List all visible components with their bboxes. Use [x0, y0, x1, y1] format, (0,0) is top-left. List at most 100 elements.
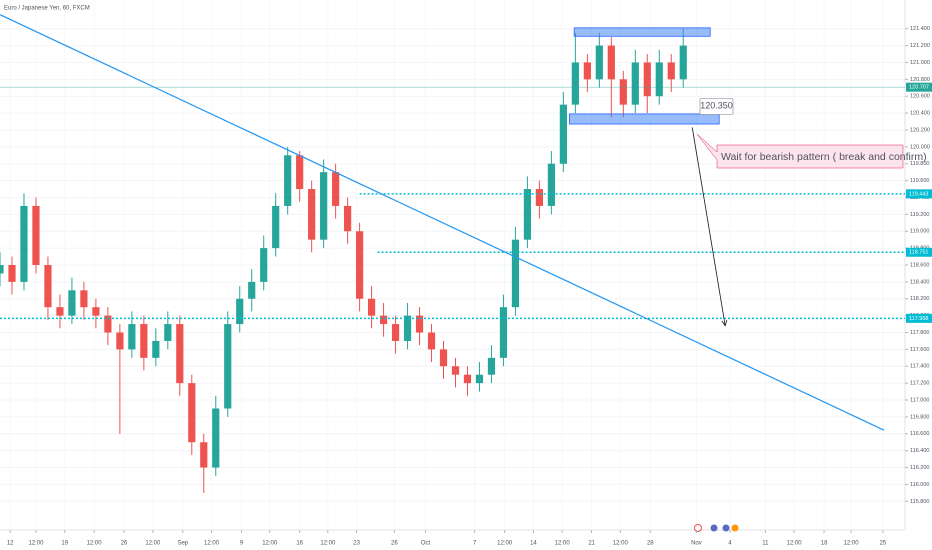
- candle-body: [523, 189, 532, 240]
- candle-body: [547, 163, 555, 206]
- x-tick-label: 12:00: [28, 541, 44, 547]
- x-tick-label: 12:00: [613, 541, 629, 547]
- x-tick-label: Nov: [691, 541, 702, 547]
- price-label: 119.443: [909, 191, 928, 197]
- candle-body: [463, 374, 472, 384]
- candle-body: [0, 265, 4, 274]
- candle-body: [176, 324, 184, 384]
- y-tick-label: 120.400: [910, 111, 930, 117]
- y-tick-label: 115.800: [910, 499, 929, 505]
- price-label: 118.751: [909, 250, 928, 256]
- y-tick-label: 116.200: [910, 465, 929, 471]
- candle-body: [607, 45, 615, 80]
- candle-body: [631, 62, 639, 105]
- x-tick-label: Oct: [421, 541, 431, 547]
- y-tick-label: 121.000: [910, 60, 930, 66]
- y-tick-label: 117.800: [910, 330, 929, 336]
- candle-body: [559, 104, 567, 164]
- candle-body: [200, 442, 208, 468]
- candle-body: [356, 231, 364, 299]
- icon: [710, 524, 718, 532]
- candle-body: [8, 265, 16, 282]
- candle-body: [415, 315, 424, 333]
- note-text: Wait for bearish pattern ( break and con…: [721, 151, 927, 163]
- candle-body: [212, 408, 220, 468]
- price-label: 120.707: [909, 85, 929, 91]
- y-tick-label: 121.200: [910, 43, 930, 49]
- candle-body: [535, 189, 543, 206]
- price-label-bg: [906, 247, 932, 257]
- candle-body: [320, 172, 328, 240]
- candle-body: [475, 374, 484, 384]
- y-tick-label: 116.600: [910, 431, 929, 437]
- range-box: [573, 27, 711, 37]
- x-tick-label: 9: [240, 541, 244, 547]
- x-tick-label: 12:00: [497, 541, 513, 547]
- y-tick-label: 117.200: [910, 381, 929, 387]
- candle-body: [308, 189, 316, 240]
- candle-body: [128, 324, 136, 350]
- candle-body: [619, 79, 627, 105]
- x-tick-label: 12:00: [87, 541, 103, 547]
- note-callout: [696, 133, 904, 169]
- y-tick-label: 120.800: [910, 77, 930, 83]
- candle-body: [32, 205, 40, 265]
- candle-body: [140, 324, 148, 358]
- candle-body: [667, 62, 675, 80]
- candle-body: [80, 290, 88, 308]
- candle-body: [643, 62, 651, 97]
- candle-body: [152, 340, 160, 358]
- candle-body: [56, 307, 64, 316]
- candle-body: [344, 205, 352, 232]
- candle-body: [164, 324, 172, 341]
- x-tick-label: 12:00: [320, 541, 336, 547]
- candle-body: [272, 205, 280, 249]
- x-tick-label: 7: [473, 541, 477, 547]
- x-tick-label: 26: [121, 541, 128, 547]
- x-tick-label: 12:00: [145, 541, 161, 547]
- overlay: 120.350 Wait for bearish pattern ( break …: [0, 14, 927, 431]
- x-tick-label: Sep: [177, 541, 188, 547]
- arrow-line: [691, 127, 726, 326]
- x-tick-label: 12:00: [787, 541, 803, 547]
- y-tick-label: 118.200: [910, 296, 929, 302]
- y-tick-label: 118.600: [910, 262, 929, 268]
- candle-body: [260, 248, 268, 282]
- x-tick-label: 14: [530, 541, 537, 547]
- plot: [0, 28, 905, 493]
- price-label-bg: [906, 313, 932, 323]
- candle-body: [236, 298, 244, 325]
- x-tick-label: 25: [879, 541, 886, 547]
- candle-body: [571, 62, 579, 105]
- candle-body: [68, 290, 76, 316]
- trend-line: [0, 14, 885, 431]
- y-tick-label: 120.600: [910, 94, 930, 100]
- y-tick-label: 117.600: [910, 347, 929, 353]
- x-tick-label: 18: [821, 541, 828, 547]
- candle-body: [284, 155, 292, 206]
- y-tick-label: 121.400: [910, 26, 930, 32]
- y-tick-label: 117.000: [910, 397, 929, 403]
- x-tick-label: 21: [588, 541, 595, 547]
- candle-body: [427, 332, 436, 350]
- candle-body: [332, 172, 340, 206]
- x-tick-label: 4: [728, 541, 732, 547]
- icon: [694, 524, 702, 532]
- chart-title: Euro / Japanese Yen, 60, FXCM: [4, 6, 90, 12]
- candle-body: [595, 45, 603, 80]
- x-tick-label: 26: [391, 541, 398, 547]
- bottom-icons: [694, 524, 739, 532]
- candle-body: [403, 315, 412, 341]
- x-tick-label: 12:00: [204, 541, 220, 547]
- candle-body: [439, 349, 448, 367]
- icon: [731, 524, 739, 532]
- candle-body: [655, 62, 663, 97]
- y-tick-label: 117.400: [910, 364, 929, 370]
- x-tick-label: 12:00: [555, 541, 571, 547]
- x-tick-label: 23: [353, 541, 360, 547]
- candle-body: [679, 45, 687, 80]
- y-tick-label: 116.400: [910, 448, 929, 454]
- candle-body: [224, 324, 232, 409]
